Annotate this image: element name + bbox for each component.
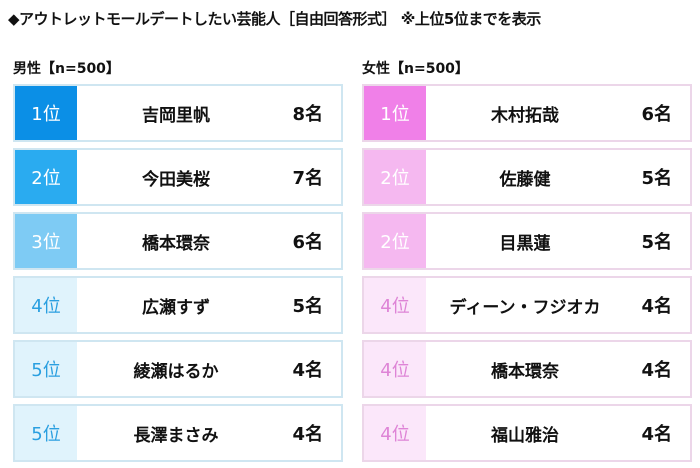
female-ranking-row: 2位 佐藤健 5名	[362, 148, 692, 206]
vote-count: 5名	[292, 296, 323, 317]
celebrity-name: 長澤まさみ	[133, 425, 219, 446]
vote-count: 4名	[641, 296, 672, 317]
rank-badge: 3位	[15, 214, 77, 268]
male-ranking-row: 3位 橋本環奈 6名	[13, 212, 343, 270]
rank-badge: 1位	[15, 86, 77, 140]
rank-badge: 4位	[364, 278, 426, 332]
female-ranking-row: 4位 ディーン・フジオカ 4名	[362, 276, 692, 334]
vote-count: 4名	[641, 424, 672, 445]
page-title: ◆アウトレットモールデートしたい芸能人［自由回答形式］ ※上位5位までを表示	[8, 10, 541, 28]
vote-count: 4名	[292, 424, 323, 445]
rank-badge: 1位	[364, 86, 426, 140]
female-ranking-row: 1位 木村拓哉 6名	[362, 84, 692, 142]
celebrity-name: 橋本環奈	[142, 233, 210, 254]
celebrity-name: 木村拓哉	[491, 105, 559, 126]
male-ranking-row: 2位 今田美桜 7名	[13, 148, 343, 206]
rank-badge: 2位	[15, 150, 77, 204]
vote-count: 8名	[292, 104, 323, 125]
male-ranking-row: 5位 綾瀬はるか 4名	[13, 340, 343, 398]
vote-count: 4名	[641, 360, 672, 381]
rank-badge: 4位	[364, 406, 426, 460]
rank-badge: 5位	[15, 406, 77, 460]
vote-count: 5名	[641, 168, 672, 189]
female-panel: 女性【n=500】 1位 木村拓哉 6名 2位 佐藤健 5名 2位 目黒蓮 5名 4位 ディーン・フ…	[362, 58, 692, 468]
celebrity-name: 福山雅治	[491, 425, 559, 446]
rank-badge: 5位	[15, 342, 77, 396]
rank-badge: 2位	[364, 150, 426, 204]
female-header: 女性【n=500】	[362, 61, 469, 77]
celebrity-name: 吉岡里帆	[142, 105, 210, 126]
female-ranking-row: 4位 福山雅治 4名	[362, 404, 692, 462]
rank-badge: 4位	[364, 342, 426, 396]
vote-count: 7名	[292, 168, 323, 189]
male-ranking-row: 5位 長澤まさみ 4名	[13, 404, 343, 462]
vote-count: 6名	[292, 232, 323, 253]
celebrity-name: 目黒蓮	[499, 233, 551, 254]
female-ranking-row: 2位 目黒蓮 5名	[362, 212, 692, 270]
vote-count: 4名	[292, 360, 323, 381]
female-ranking-row: 4位 橋本環奈 4名	[362, 340, 692, 398]
celebrity-name: 今田美桜	[142, 169, 210, 190]
vote-count: 6名	[641, 104, 672, 125]
celebrity-name: 広瀬すず	[142, 297, 210, 318]
celebrity-name: ディーン・フジオカ	[449, 297, 601, 318]
rank-badge: 2位	[364, 214, 426, 268]
celebrity-name: 橋本環奈	[491, 361, 559, 382]
rank-badge: 4位	[15, 278, 77, 332]
male-ranking-row: 4位 広瀬すず 5名	[13, 276, 343, 334]
celebrity-name: 綾瀬はるか	[133, 361, 219, 382]
male-header: 男性【n=500】	[13, 61, 120, 77]
male-ranking-row: 1位 吉岡里帆 8名	[13, 84, 343, 142]
vote-count: 5名	[641, 232, 672, 253]
male-panel: 男性【n=500】 1位 吉岡里帆 8名 2位 今田美桜 7名 3位 橋本環奈 6名 4位 広瀬すず…	[13, 58, 343, 468]
celebrity-name: 佐藤健	[499, 169, 551, 190]
